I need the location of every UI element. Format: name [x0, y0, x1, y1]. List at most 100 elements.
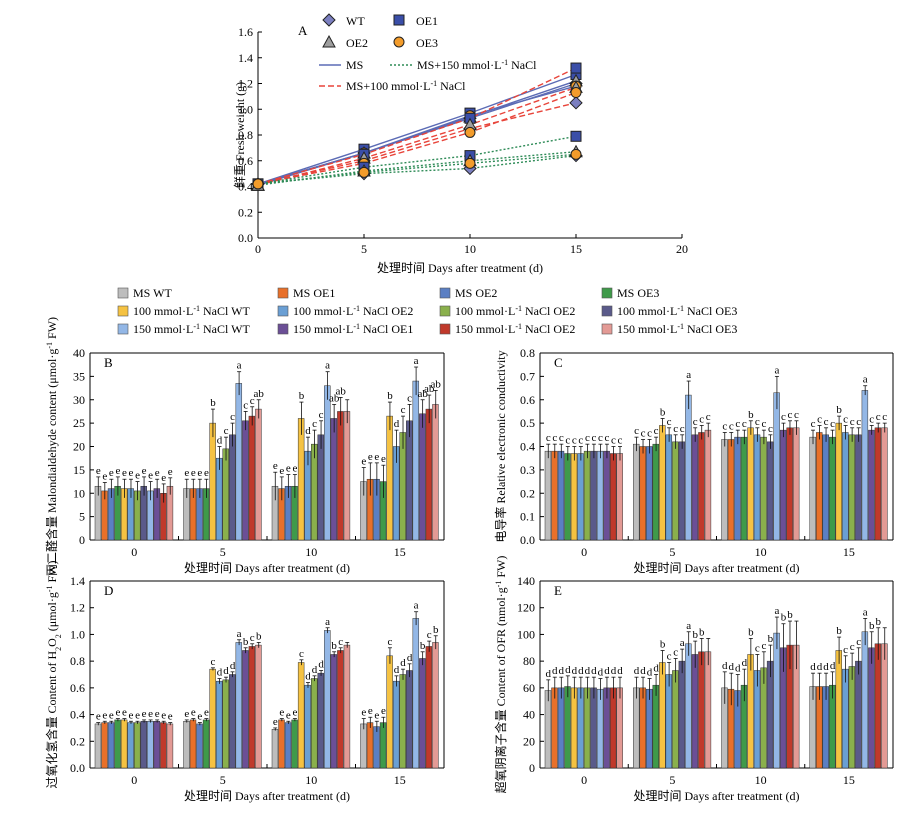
bar	[639, 446, 646, 541]
series-line	[257, 135, 577, 185]
significance-letter: ab	[329, 392, 340, 404]
significance-letter: c	[299, 648, 304, 660]
panel-d-bar-chart: 0.00.20.40.60.81.01.21.40e e e e e e e e e e e e5e e…	[44, 560, 445, 803]
x-tick-label: 0	[131, 773, 137, 787]
bar	[665, 674, 673, 769]
x-axis-label: 处理时间 Days after treatment (d)	[184, 789, 350, 803]
y-tick-label: 1.4	[238, 51, 253, 65]
significance-letter: c	[876, 411, 881, 423]
significance-letter: c	[647, 427, 652, 439]
significance-letter: d	[312, 664, 318, 676]
bar	[114, 719, 121, 769]
bar	[235, 642, 243, 769]
bar	[727, 439, 735, 541]
significance-letter: d	[598, 667, 604, 679]
legend-swatch	[439, 287, 451, 299]
bar	[147, 721, 154, 769]
significance-letter: a	[237, 628, 242, 640]
bar	[766, 441, 774, 541]
significance-letter: d	[604, 665, 610, 677]
y-tick-label: 0.4	[520, 440, 535, 454]
y-tick-label: 0.1	[520, 510, 535, 524]
significance-letter: e	[292, 707, 297, 719]
significance-letter: ab	[424, 383, 435, 395]
bar	[242, 420, 249, 541]
significance-letter: b	[787, 609, 793, 621]
significance-letter: c	[856, 416, 861, 428]
bar	[271, 729, 279, 769]
marker-circle	[570, 87, 582, 99]
bar	[432, 404, 439, 541]
legend-label: MS OE1	[293, 286, 335, 300]
significance-letter: d	[305, 671, 311, 683]
x-tick-label: 10	[464, 242, 476, 256]
series-line	[257, 67, 577, 185]
bar	[881, 643, 888, 769]
bar	[590, 687, 597, 769]
bar	[822, 434, 829, 541]
significance-letter: c	[546, 432, 551, 444]
y-tick-label: 35	[73, 369, 85, 383]
significance-letter: d	[223, 665, 229, 677]
bar	[544, 690, 552, 769]
significance-letter: e	[142, 465, 147, 477]
significance-letter: e	[361, 456, 366, 468]
bar	[406, 670, 413, 769]
bar	[685, 643, 692, 769]
bar	[659, 662, 666, 769]
x-tick-label: 0	[581, 773, 587, 787]
significance-letter: d	[572, 665, 578, 677]
bar	[596, 450, 604, 541]
significance-letter: d	[400, 657, 406, 669]
significance-letter: c	[641, 427, 646, 439]
y-tick-label: 140	[517, 574, 535, 588]
bar	[153, 721, 161, 769]
bar	[698, 651, 705, 769]
y-tick-label: 0.0	[70, 761, 85, 775]
bar	[255, 408, 262, 541]
y-tick-label: 25	[73, 416, 85, 430]
significance-letter: c	[680, 423, 685, 435]
bar	[609, 687, 617, 769]
legend-label: 150 mmol·L-1 NaCl OE3	[617, 322, 737, 337]
significance-letter: d	[735, 663, 741, 675]
bar	[603, 450, 610, 541]
bar	[652, 443, 659, 541]
bar	[633, 443, 640, 541]
y-tick-label: 1.2	[238, 77, 253, 91]
significance-letter: d	[634, 665, 640, 677]
bar	[324, 385, 331, 541]
x-tick-label: 5	[669, 545, 675, 559]
significance-letter: a	[325, 360, 330, 372]
bar	[412, 380, 420, 541]
significance-letter: c	[565, 435, 570, 447]
y-tick-label: 0.2	[70, 734, 85, 748]
x-axis-label: 处理时间 Days after treatment (d)	[377, 261, 543, 275]
y-tick-label: 30	[73, 393, 85, 407]
legend-swatch	[439, 323, 451, 335]
significance-letter: b	[748, 409, 754, 421]
marker-square	[570, 130, 582, 142]
significance-letter: e	[368, 705, 373, 717]
significance-letter: c	[250, 395, 255, 407]
significance-letter: c	[673, 646, 678, 658]
bar	[786, 427, 793, 541]
series-line	[257, 102, 577, 185]
significance-letter: e	[129, 467, 134, 479]
significance-letter: c	[761, 418, 766, 430]
bar	[215, 680, 223, 769]
y-axis-label: 超氧阴离子含量 Content of OFR (nmol·g-1 FW)	[493, 556, 508, 794]
bar	[229, 674, 236, 769]
significance-letter: e	[109, 467, 114, 479]
bar	[564, 453, 571, 541]
significance-letter: d	[578, 665, 584, 677]
bar	[665, 434, 673, 541]
legend-label: MS OE2	[455, 286, 497, 300]
significance-letter: d	[591, 665, 597, 677]
bar	[577, 453, 584, 541]
significance-letter: d	[318, 658, 324, 670]
bar	[646, 688, 653, 769]
significance-letter: c	[598, 432, 603, 444]
panel-a-line-chart: 0.0 0.2 0.4 0.6 0.8 1.0 1.2 1.4 1.6 0 5 10 15 20 处理时间 …	[233, 13, 688, 275]
bar	[596, 688, 604, 769]
